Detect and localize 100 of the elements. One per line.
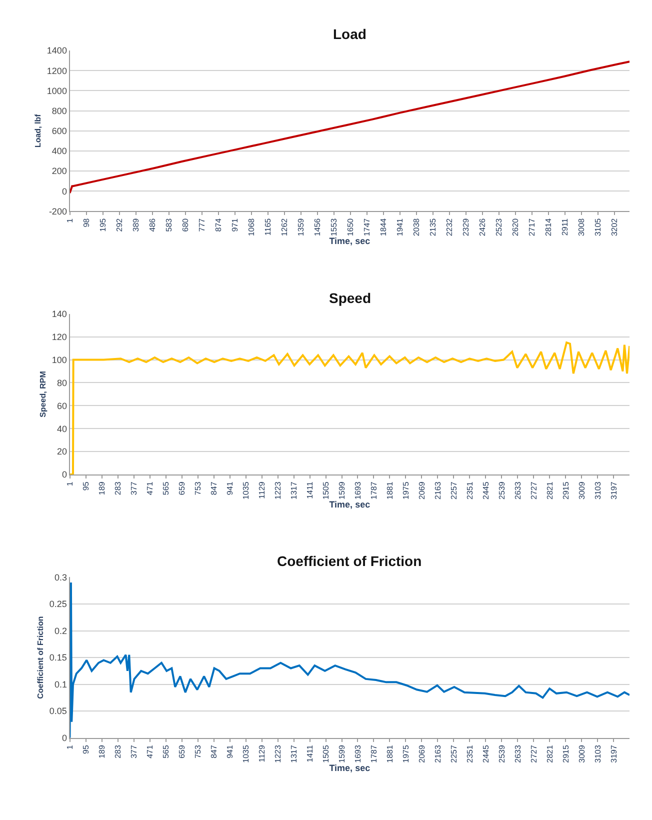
x-tick-label: 1129 [257, 744, 266, 762]
x-tick-label: 2911 [560, 218, 570, 236]
x-tick-label: 3008 [577, 218, 586, 236]
x-tick-label: 1223 [273, 744, 282, 763]
x-tick-label: 95 [81, 481, 90, 491]
x-tick-label: 292 [114, 218, 124, 232]
x-tick-label: 377 [129, 744, 138, 758]
x-tick-label: 3105 [594, 218, 603, 236]
x-tick-label: 2135 [428, 218, 438, 236]
chart-title: Load [333, 26, 366, 42]
x-tick-label: 2329 [462, 218, 471, 236]
x-tick-label: 389 [131, 218, 140, 232]
x-tick-label: 1599 [337, 744, 346, 763]
x-tick-label: 2069 [417, 744, 426, 763]
x-tick-label: 753 [193, 481, 202, 496]
x-tick-label: 1975 [401, 481, 410, 500]
y-tick-label: 20 [56, 446, 67, 457]
x-tick-label: 1165 [263, 218, 272, 236]
x-tick-label: 3009 [577, 481, 586, 500]
x-tick-label: 1 [65, 744, 74, 750]
x-tick-label: 1787 [369, 481, 378, 500]
x-tick-label: 2633 [513, 481, 522, 500]
x-tick-label: 2633 [513, 744, 522, 763]
x-tick-label: 1844 [379, 218, 388, 236]
x-tick-label: 2257 [449, 744, 458, 763]
x-tick-label: 1975 [401, 744, 410, 763]
x-tick-label: 1881 [385, 744, 394, 763]
y-tick-label: 800 [52, 106, 67, 116]
x-tick-label: 1553 [330, 218, 339, 236]
x-tick-label: 847 [209, 481, 218, 496]
x-tick-label: 98 [82, 218, 91, 228]
x-tick-label: 1456 [313, 218, 322, 236]
x-tick-label: 2523 [494, 218, 504, 236]
x-tick-label: 3197 [609, 481, 618, 500]
x-tick-label: 847 [209, 744, 218, 758]
y-tick-label: 60 [56, 400, 67, 411]
x-tick-label: 2915 [561, 481, 570, 500]
y-tick-label: 0.15 [49, 652, 67, 663]
x-tick-label: 565 [161, 744, 170, 758]
x-tick-label: 1035 [241, 481, 250, 500]
y-tick-label: 1000 [46, 86, 67, 96]
x-tick-label: 565 [161, 481, 170, 496]
y-tick-label: 0.05 [49, 706, 67, 716]
y-tick-label: 140 [52, 309, 67, 320]
x-tick-label: 1129 [257, 481, 266, 499]
x-tick-label: 1 [65, 481, 74, 486]
x-tick-label: 2620 [511, 218, 520, 236]
x-tick-label: 2351 [465, 744, 474, 763]
x-tick-label: 659 [177, 744, 186, 758]
x-tick-label: 1693 [353, 744, 362, 763]
y-tick-label: 1400 [46, 46, 67, 56]
x-tick-label: 3009 [577, 744, 586, 763]
x-tick-label: 2821 [545, 744, 554, 763]
y-tick-label: 0.25 [49, 599, 67, 610]
y-axis-title: Speed, RPM [38, 370, 48, 418]
x-tick-label: 2445 [481, 744, 490, 763]
x-tick-label: 471 [145, 744, 154, 758]
x-tick-label: 377 [129, 481, 138, 496]
x-tick-label: 3103 [593, 481, 602, 500]
y-tick-label: 600 [52, 126, 67, 136]
x-tick-label: 195 [98, 218, 108, 232]
y-tick-label: 0 [62, 732, 67, 743]
x-tick-label: 2163 [433, 481, 442, 500]
x-tick-label: 2915 [561, 744, 570, 763]
x-tick-label: 1599 [337, 481, 346, 500]
x-tick-label: 2727 [529, 744, 538, 763]
x-tick-label: 1223 [273, 481, 282, 500]
x-tick-label: 1035 [241, 744, 250, 763]
x-tick-label: 189 [97, 744, 106, 758]
x-tick-label: 95 [81, 744, 90, 754]
x-tick-label: 2163 [433, 744, 442, 763]
x-tick-label: 471 [145, 481, 154, 496]
x-tick-label: 2257 [449, 481, 458, 500]
x-tick-label: 1411 [305, 481, 314, 499]
x-tick-label: 1317 [289, 744, 298, 763]
y-tick-label: 80 [56, 378, 67, 388]
x-tick-label: 941 [225, 744, 234, 758]
x-tick-label: 3202 [610, 218, 620, 236]
y-tick-label: 0 [62, 186, 67, 196]
x-tick-label: 2727 [529, 481, 538, 500]
x-tick-label: 1941 [396, 218, 405, 236]
x-tick-label: 1505 [321, 744, 330, 763]
x-tick-label: 1747 [362, 218, 372, 236]
x-tick-label: 283 [113, 481, 122, 496]
y-tick-label: 1200 [46, 66, 67, 76]
y-tick-label: -200 [48, 206, 67, 216]
x-tick-label: 2717 [528, 218, 537, 236]
x-tick-label: 1787 [369, 744, 378, 763]
y-tick-label: 0 [62, 470, 67, 480]
y-tick-label: 200 [52, 166, 67, 176]
chart-title: Coefficient of Friction [277, 553, 422, 569]
x-tick-label: 2814 [544, 218, 554, 236]
x-tick-label: 1262 [280, 218, 289, 236]
x-tick-label: 189 [97, 481, 106, 496]
x-tick-label: 753 [193, 744, 202, 758]
x-tick-label: 2539 [497, 744, 506, 763]
x-tick-label: 3197 [609, 744, 618, 763]
x-tick-label: 1650 [346, 218, 356, 236]
y-tick-label: 400 [52, 146, 67, 156]
line-series [70, 60, 630, 194]
